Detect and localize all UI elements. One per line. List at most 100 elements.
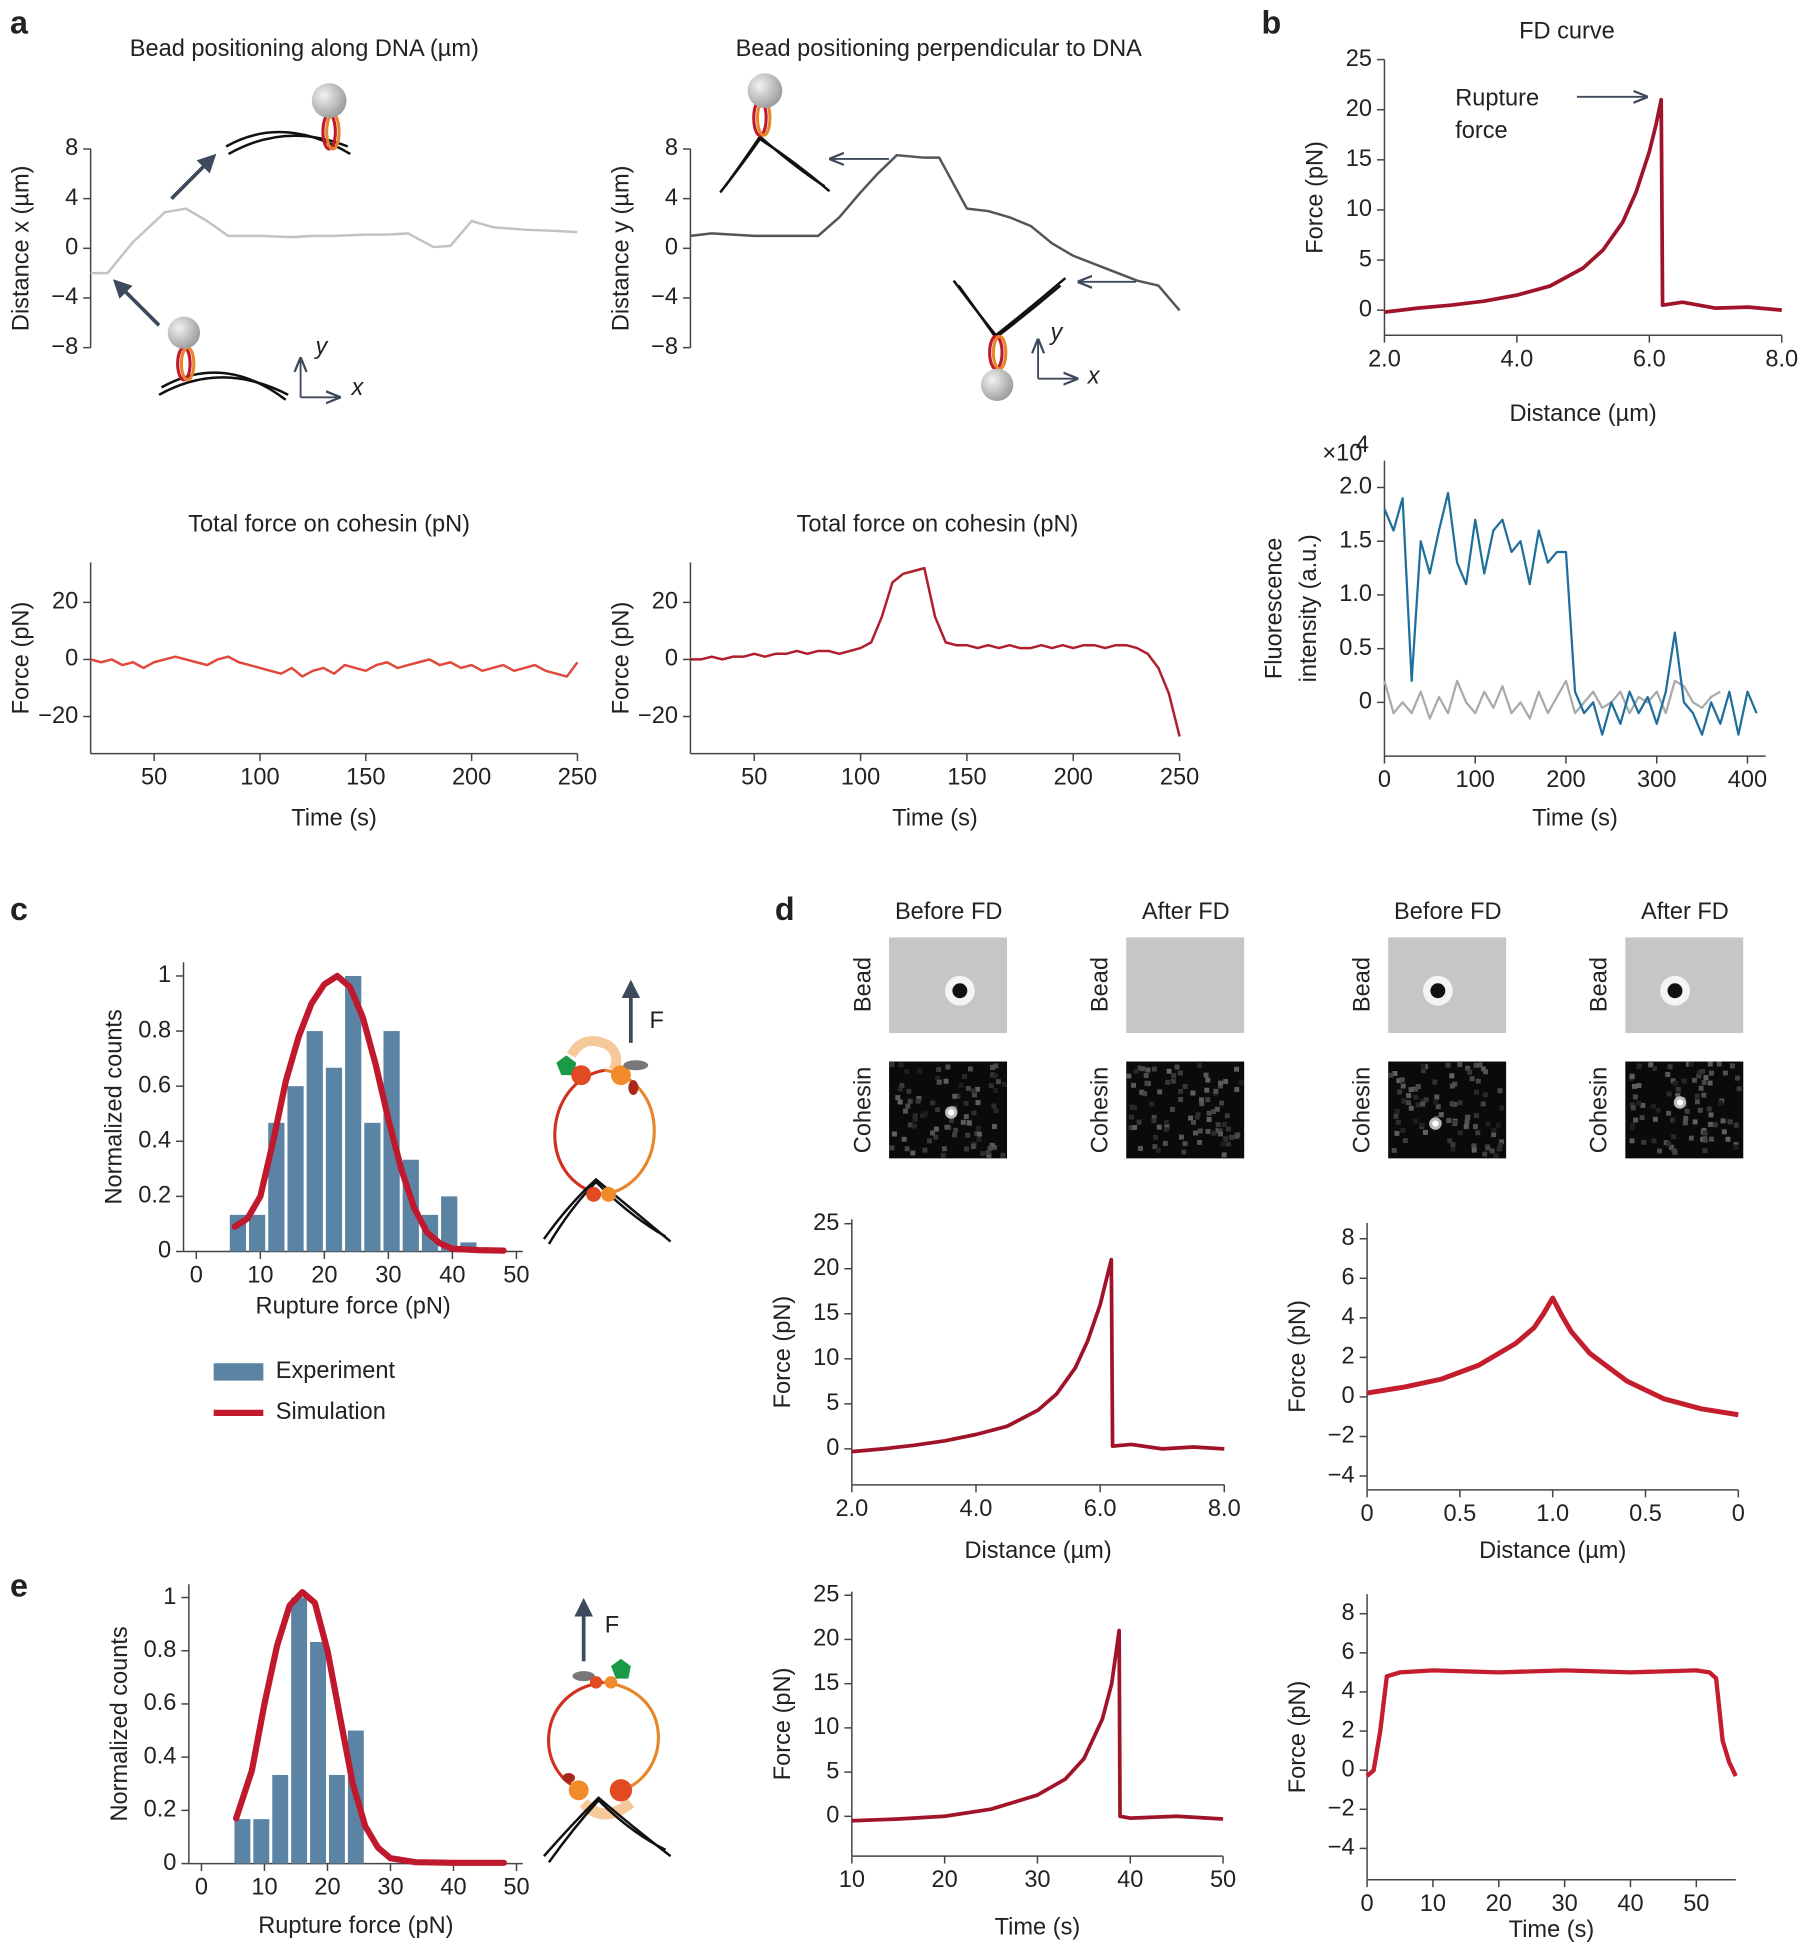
x-tick-label: 150 xyxy=(947,764,986,790)
noise-pixel xyxy=(1639,1115,1645,1121)
noise-pixel xyxy=(1408,1105,1414,1111)
x-tick-label: 40 xyxy=(439,1262,465,1288)
microscopy xyxy=(889,937,1744,1159)
noise-pixel xyxy=(971,1110,977,1116)
noise-pixel xyxy=(898,1062,904,1068)
noise-pixel xyxy=(1400,1083,1406,1089)
noise-pixel xyxy=(935,1075,941,1081)
noise-pixel xyxy=(1218,1080,1224,1086)
noise-pixel xyxy=(1214,1106,1220,1112)
y-tick-label: −8 xyxy=(51,333,78,359)
noise-pixel xyxy=(889,1062,895,1068)
x-tick-label: 50 xyxy=(741,764,767,790)
y-tick-label: 20 xyxy=(52,588,78,614)
y-axis-label: Force (pN) xyxy=(607,602,633,715)
y-tick-label: −4 xyxy=(1328,1834,1355,1860)
annotation: force xyxy=(1455,117,1507,143)
noise-pixel xyxy=(1204,1087,1210,1093)
noise-pixel xyxy=(1413,1118,1418,1124)
noise-pixel xyxy=(1727,1119,1733,1125)
y-tick-label: 8 xyxy=(65,134,78,160)
noise-pixel xyxy=(1497,1142,1503,1148)
x-tick-label: 100 xyxy=(1456,766,1495,792)
x-tick-label: 2.0 xyxy=(1368,345,1401,371)
x-axis-label: Rupture force (pN) xyxy=(256,1293,451,1319)
x-tick-label: 40 xyxy=(1617,1890,1643,1916)
noise-pixel xyxy=(1482,1151,1488,1157)
x-tick-label: 2.0 xyxy=(835,1495,868,1521)
row-label: Cohesin xyxy=(1586,1067,1612,1154)
x-axis-label: Distance (µm) xyxy=(964,1537,1111,1563)
x-tick-label: 30 xyxy=(377,1874,403,1900)
data-line xyxy=(1383,491,1758,736)
row-label: Cohesin xyxy=(1087,1067,1113,1154)
noise-pixel xyxy=(1145,1067,1151,1073)
cohesin-image xyxy=(1388,1061,1507,1159)
noise-pixel xyxy=(1197,1139,1203,1145)
data-line xyxy=(1384,97,1782,314)
noise-pixel xyxy=(1140,1066,1146,1072)
y-tick-label: 1 xyxy=(158,961,171,987)
noise-pixel xyxy=(1703,1075,1709,1081)
noise-pixel xyxy=(976,1137,982,1143)
noise-pixel xyxy=(1224,1113,1230,1119)
y-multiplier: ×10 xyxy=(1322,440,1362,466)
noise-pixel xyxy=(952,1093,958,1099)
noise-pixel xyxy=(1717,1100,1723,1106)
noise-pixel xyxy=(966,1120,972,1126)
noise-pixel xyxy=(1735,1075,1740,1081)
noise-pixel xyxy=(1631,1083,1637,1089)
data-line xyxy=(1383,679,1721,720)
y-tick-label: 0 xyxy=(1342,1382,1355,1408)
noise-pixel xyxy=(1188,1115,1194,1121)
noise-pixel xyxy=(1223,1079,1229,1084)
noise-pixel xyxy=(1497,1088,1503,1094)
x-tick-label: 0 xyxy=(1361,1500,1374,1526)
noise-pixel xyxy=(1162,1140,1168,1146)
y-tick-label: 25 xyxy=(1346,45,1372,71)
noise-pixel xyxy=(1420,1064,1426,1070)
noise-pixel xyxy=(1203,1072,1209,1078)
schematic-a-left xyxy=(112,83,351,400)
bead-core xyxy=(1667,983,1683,999)
noise-pixel xyxy=(1491,1127,1497,1133)
noise-pixel xyxy=(1671,1147,1677,1153)
panel-label: b xyxy=(1262,4,1282,40)
noise-pixel xyxy=(1413,1086,1419,1092)
y-tick-label: 0.2 xyxy=(144,1796,177,1822)
noise-pixel xyxy=(1485,1121,1491,1127)
noise-pixel xyxy=(1211,1109,1217,1115)
noise-pixel xyxy=(889,1145,895,1151)
x-tick-label: 0 xyxy=(1361,1890,1374,1916)
noise-pixel xyxy=(1171,1073,1177,1079)
noise-pixel xyxy=(1151,1114,1157,1120)
noise-pixel xyxy=(1165,1079,1171,1085)
noise-pixel xyxy=(1157,1089,1163,1095)
noise-pixel xyxy=(1472,1124,1478,1130)
noise-pixel xyxy=(975,1100,981,1106)
x-tick-label: 10 xyxy=(247,1262,273,1288)
data-line xyxy=(690,153,1181,312)
noise-pixel xyxy=(1139,1089,1145,1095)
schematic-c xyxy=(542,979,672,1245)
noise-pixel xyxy=(1228,1134,1234,1140)
noise-pixel xyxy=(993,1108,999,1114)
noise-pixel xyxy=(1707,1061,1713,1067)
noise-pixel xyxy=(904,1146,910,1152)
force-label: F xyxy=(605,1612,619,1638)
noise-pixel xyxy=(1225,1126,1231,1132)
x-tick-label: 20 xyxy=(932,1866,958,1892)
x-tick-label: 0.5 xyxy=(1629,1500,1662,1526)
noise-pixel xyxy=(1496,1146,1502,1152)
noise-pixel xyxy=(1655,1107,1661,1113)
y-tick-label: −8 xyxy=(651,333,678,359)
y-tick-label: 20 xyxy=(1346,95,1372,121)
y-tick-label: 5 xyxy=(1359,245,1372,271)
noise-pixel xyxy=(1178,1134,1184,1140)
noise-pixel xyxy=(1163,1127,1169,1133)
column-title: After FD xyxy=(1641,898,1729,924)
noise-pixel xyxy=(1149,1101,1155,1107)
y-tick-label: 2.0 xyxy=(1339,473,1372,499)
noise-pixel xyxy=(1170,1078,1176,1084)
noise-pixel xyxy=(1219,1100,1225,1106)
